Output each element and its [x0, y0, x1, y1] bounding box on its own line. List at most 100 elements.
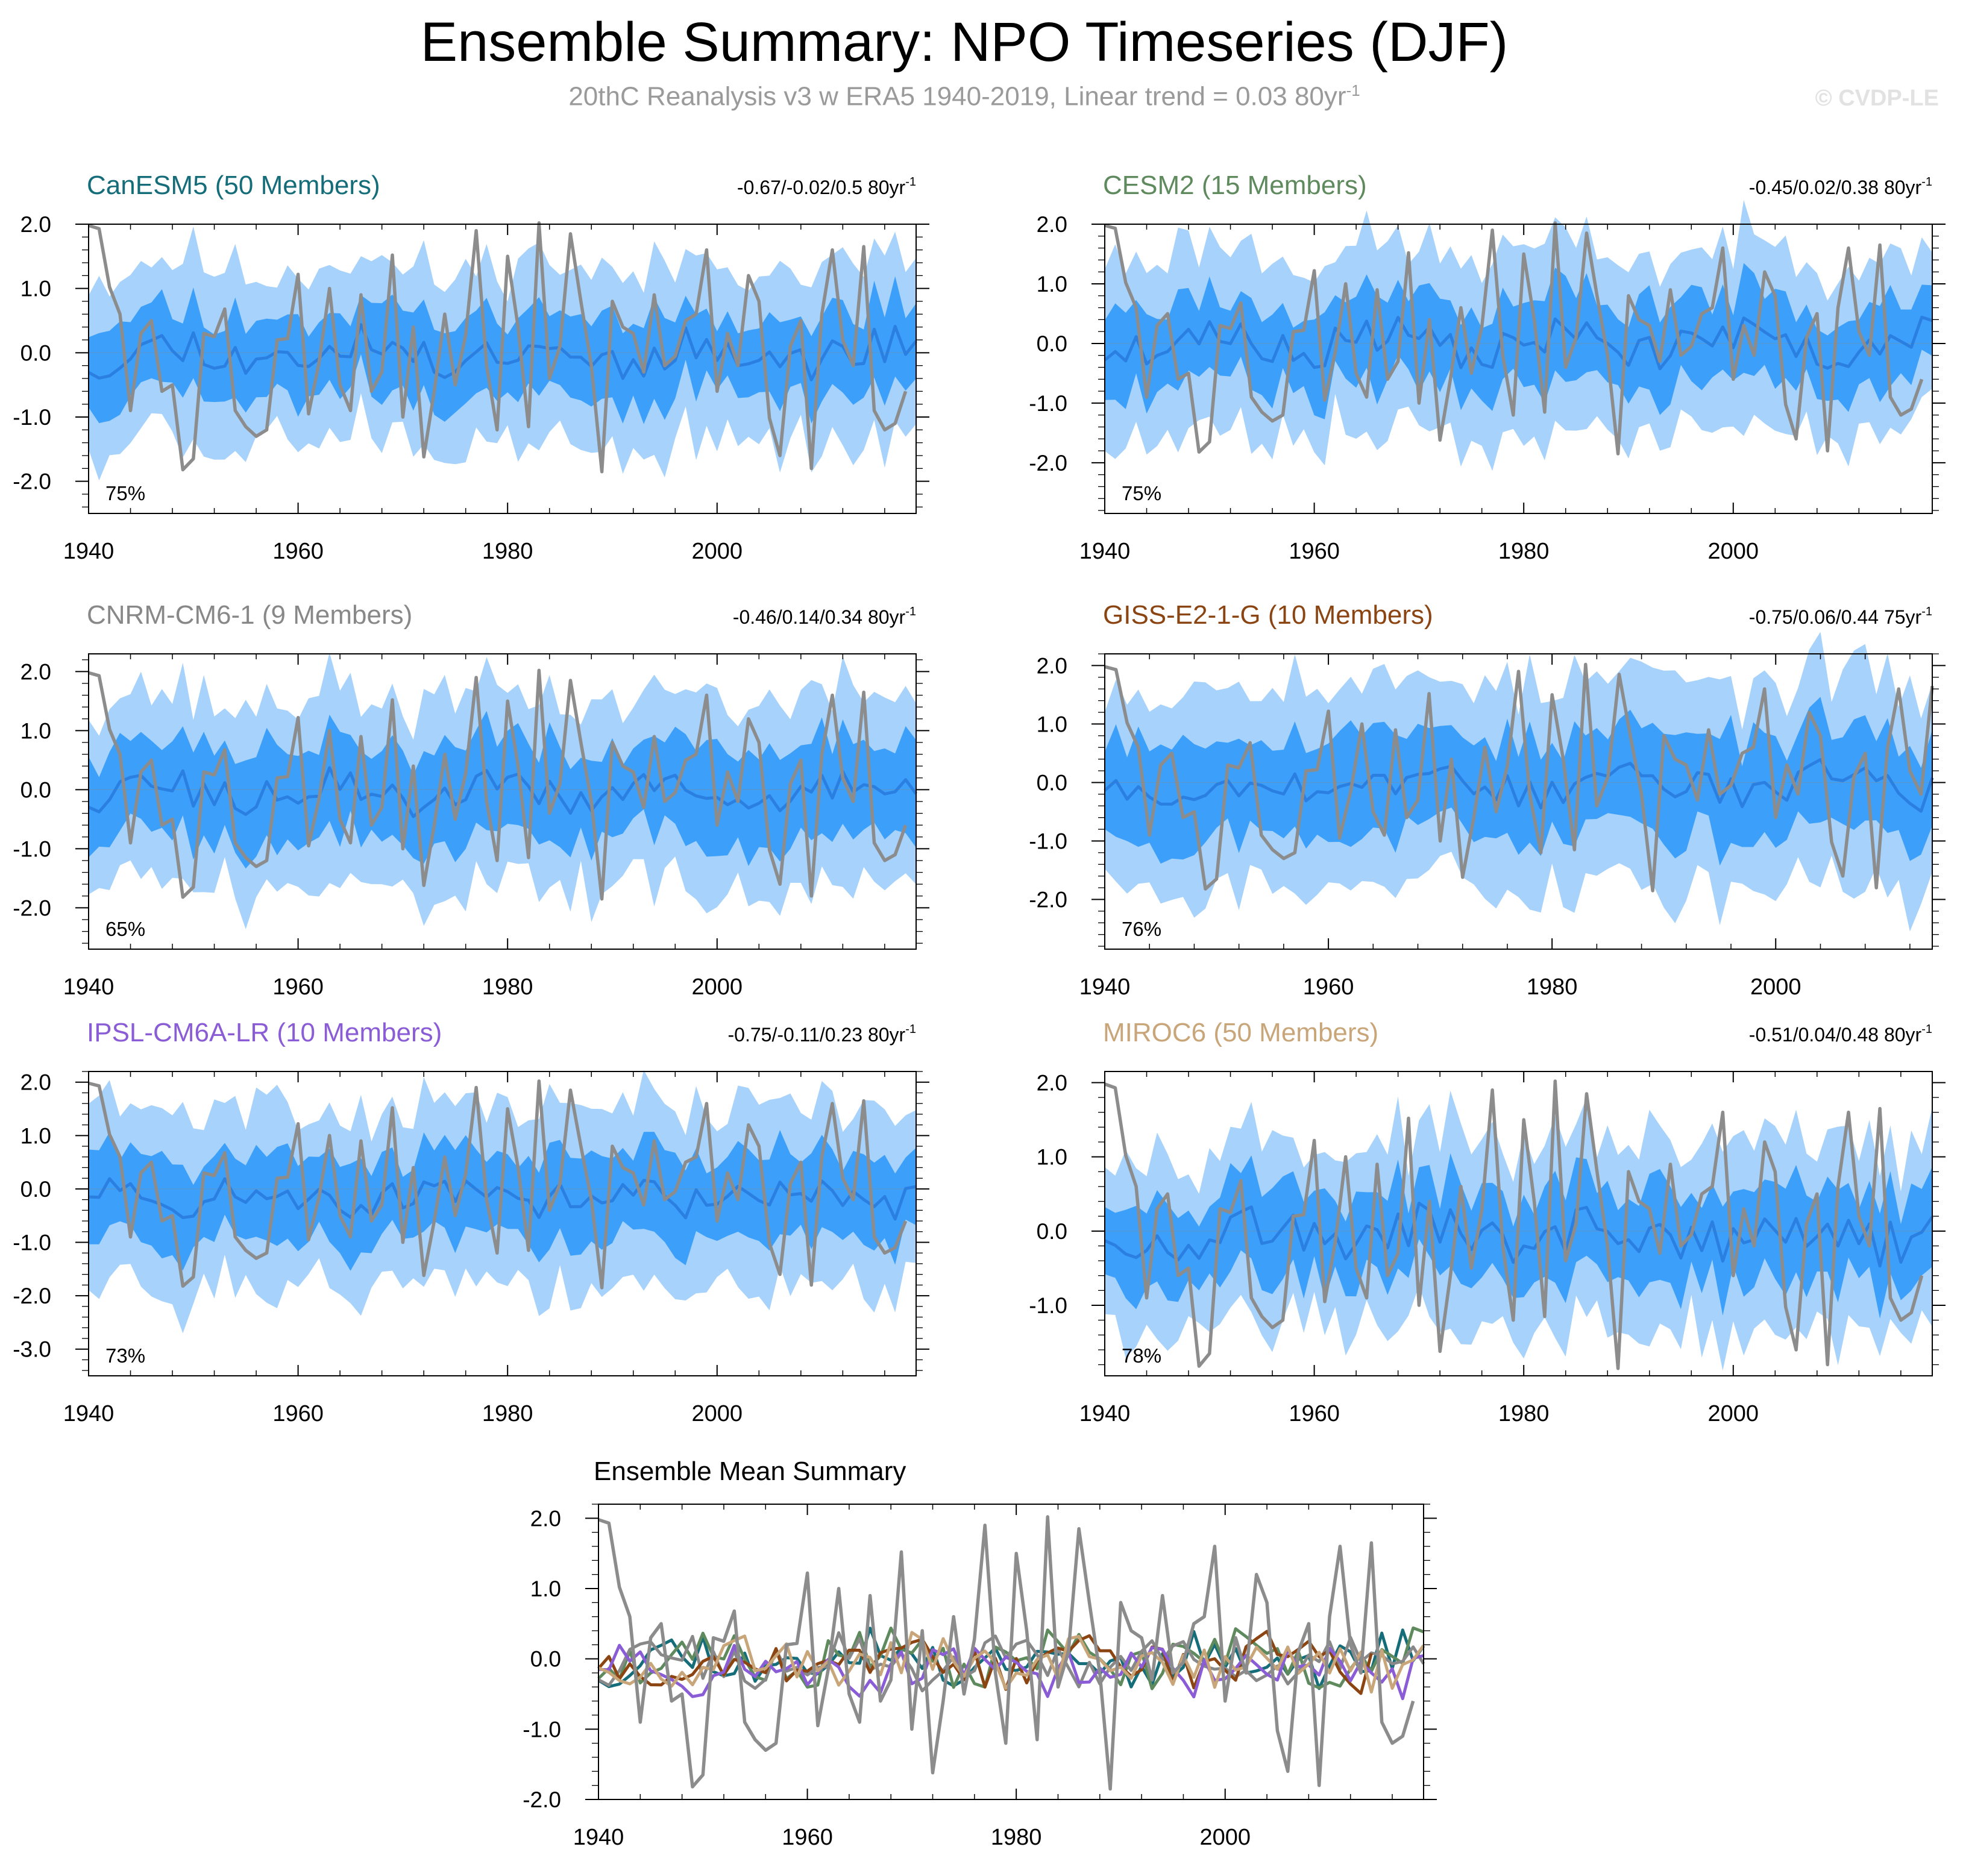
panel-cesm2-xtick-label-1940: 1940: [1079, 539, 1131, 564]
panel-ipsl-xtick-label-1940: 1940: [63, 1401, 115, 1426]
panel-ipsl-observed-line: [88, 1079, 908, 1290]
panel-giss-band-inner: [1105, 697, 1932, 866]
panel-ipsl-xtick-label-1980: 1980: [482, 1401, 533, 1426]
summary-ytick-label-1: 1.0: [530, 1576, 561, 1601]
panel-cesm2-frame: [1104, 224, 1933, 514]
panel-cesm2-observed-line: [1104, 221, 1924, 456]
panel-canesm5-frame: [88, 224, 917, 514]
panel-giss-xtick-label-1960: 1960: [1303, 974, 1354, 1000]
panel-cnrm-percent-label: 65%: [105, 918, 145, 940]
summary-title: Ensemble Mean Summary: [594, 1457, 906, 1486]
panel-ipsl-xtick-label-1960: 1960: [272, 1401, 324, 1426]
panel-cnrm-xtick-label-1980: 1980: [482, 974, 533, 1000]
panel-miroc6-xtick-label-1960: 1960: [1289, 1401, 1340, 1426]
panel-miroc6-frame: [1104, 1071, 1933, 1376]
panel-canesm5-xtick-label-1960: 1960: [272, 539, 324, 564]
panel-miroc6: 1940 1960 1980 2000 2.0 1.0 0.0 -1.0 MIROC6 (50 …: [1029, 1018, 1946, 1426]
panel-giss-ytick-label-0: 2.0: [1037, 653, 1067, 678]
panel-miroc6-title: MIROC6 (50 Members): [1103, 1018, 1378, 1047]
panel-ipsl-trend-exponent: -1: [905, 1023, 916, 1036]
summary-xtick-label-1980: 1980: [991, 1825, 1042, 1850]
panel-miroc6-trend-exponent: -1: [1921, 1023, 1932, 1036]
panel-miroc6-trend-label: -0.51/0.04/0.48 80yr-1: [1749, 1023, 1932, 1046]
panel-cesm2-xtick-label-1980: 1980: [1498, 539, 1550, 564]
panel-giss-title: GISS-E2-1-G (10 Members): [1103, 600, 1433, 630]
panel-canesm5-percent-label: 75%: [105, 482, 145, 504]
panel-cesm2-trend-label: -0.45/0.02/0.38 80yr-1: [1749, 175, 1932, 198]
panel-canesm5-ytick-label-2: 0.0: [20, 340, 51, 365]
panel-canesm5-xtick-label-1980: 1980: [482, 539, 533, 564]
panel-giss-ytick-label-2: 0.0: [1037, 770, 1067, 795]
panel-cesm2-ytick-label-0: 2.0: [1037, 212, 1067, 237]
panel-cnrm-ytick-label-2: 0.0: [20, 777, 51, 802]
panel-miroc6-xtick-label-1980: 1980: [1498, 1401, 1550, 1426]
panel-cesm2-ytick-label-1: 1.0: [1037, 272, 1067, 296]
panel-ipsl-percent-label: 73%: [105, 1344, 145, 1367]
panel-miroc6-ytick-label-3: -1.0: [1029, 1293, 1067, 1318]
panel-canesm5: 1940 1960 1980 2000 2.0 1.0 0.0 -1.0 -2.0 CanESM5…: [13, 171, 929, 564]
panel-ipsl-title: IPSL-CM6A-LR (10 Members): [87, 1018, 442, 1047]
panel-cesm2-trend-text: -0.45/0.02/0.38 80yr: [1749, 177, 1922, 198]
panel-giss-xtick-label-1940: 1940: [1079, 974, 1131, 1000]
panel-ipsl-ytick-label-4: -2.0: [13, 1284, 51, 1308]
panel-cnrm-title: CNRM-CM6-1 (9 Members): [87, 600, 412, 630]
panel-giss-frame: [1104, 653, 1933, 950]
panel-canesm5-trend-exponent: -1: [905, 175, 916, 189]
panel-ipsl-trend-label: -0.75/-0.11/0.23 80yr-1: [728, 1023, 917, 1046]
panel-ipsl: 1940 1960 1980 2000 2.0 1.0 0.0 -1.0 -2.0 -3.0 IPS…: [13, 1018, 929, 1426]
subtitle-text: 20thC Reanalysis v3 w ERA5 1940-2019, Li…: [568, 81, 1346, 111]
panel-canesm5-title: CanESM5 (50 Members): [87, 171, 380, 200]
panel-canesm5-xtick-label-1940: 1940: [63, 539, 115, 564]
panel-giss-trend-exponent: -1: [1921, 605, 1932, 618]
panel-canesm5-trend-text: -0.67/-0.02/0.5 80yr: [737, 177, 906, 198]
panel-cesm2-title: CESM2 (15 Members): [1103, 171, 1367, 200]
panel-giss-trend-text: -0.75/0.06/0.44 75yr: [1749, 606, 1922, 628]
page-title: Ensemble Summary: NPO Timeseries (DJF): [420, 11, 1509, 73]
panel-miroc6-ytick-label-1: 1.0: [1037, 1145, 1067, 1170]
summary-xtick-label-1960: 1960: [782, 1825, 833, 1850]
panel-canesm5-xtick-label-2000: 2000: [692, 539, 743, 564]
panel-ipsl-trend-text: -0.75/-0.11/0.23 80yr: [728, 1024, 906, 1046]
summary-ytick-label-4: -2.0: [523, 1787, 561, 1812]
subtitle-unit-exponent: -1: [1346, 81, 1360, 99]
panel-cnrm-ytick-label-4: -2.0: [13, 896, 51, 920]
panel-ipsl-xtick-label-2000: 2000: [692, 1401, 743, 1426]
panel-miroc6-xtick-label-2000: 2000: [1708, 1401, 1759, 1426]
panel-cnrm-ytick-label-3: -1.0: [13, 836, 51, 861]
panel-canesm5-ytick-label-1: 1.0: [20, 277, 51, 301]
panel-cesm2-xtick-label-1960: 1960: [1289, 539, 1340, 564]
panel-cesm2-ytick-label-3: -1.0: [1029, 391, 1067, 416]
panel-giss-ytick-label-4: -2.0: [1029, 888, 1067, 912]
panel-giss: 1940 1960 1980 2000 2.0 1.0 0.0 -1.0 -2.0 GISS-E2…: [1029, 600, 1946, 1000]
panel-giss-ytick-label-3: -1.0: [1029, 829, 1067, 853]
summary-xtick-label-1940: 1940: [573, 1825, 624, 1850]
panel-ipsl-frame: [88, 1071, 917, 1376]
panel-ipsl-ytick-label-1: 1.0: [20, 1123, 51, 1148]
panel-cnrm-ytick-label-0: 2.0: [20, 659, 51, 684]
panel-cnrm: 1940 1960 1980 2000 2.0 1.0 0.0 -1.0 -2.0 CNRM-CM…: [13, 600, 929, 1000]
panel-cnrm-trend-exponent: -1: [905, 605, 916, 618]
panel-miroc6-ytick-label-0: 2.0: [1037, 1070, 1067, 1095]
page-subtitle: 20thC Reanalysis v3 w ERA5 1940-2019, Li…: [0, 81, 1929, 112]
watermark: © CVDP-LE: [1815, 86, 1939, 111]
panel-cnrm-trend-label: -0.46/0.14/0.34 80yr-1: [733, 605, 916, 628]
summary-ytick-label-0: 2.0: [530, 1506, 561, 1531]
panel-miroc6-ytick-label-2: 0.0: [1037, 1219, 1067, 1244]
summary-observed-line: [598, 1515, 1415, 1791]
panel-canesm5-observed-line: [88, 221, 908, 474]
panel-ipsl-ytick-label-3: -1.0: [13, 1231, 51, 1255]
panel-giss-trend-label: -0.75/0.06/0.44 75yr-1: [1749, 605, 1932, 628]
panel-giss-xtick-label-2000: 2000: [1750, 974, 1801, 1000]
panel-giss-xtick-label-1980: 1980: [1527, 974, 1578, 1000]
panel-cesm2-ytick-label-4: -2.0: [1029, 451, 1067, 475]
panel-giss-observed-line: [1104, 662, 1934, 893]
panel-canesm5-ytick-label-0: 2.0: [20, 212, 51, 237]
panel-canesm5-trend-label: -0.67/-0.02/0.5 80yr-1: [737, 175, 916, 198]
panel-canesm5-ytick-label-3: -1.0: [13, 405, 51, 430]
summary-xtick-label-2000: 2000: [1199, 1825, 1251, 1850]
panel-cnrm-trend-text: -0.46/0.14/0.34 80yr: [733, 606, 906, 628]
panel-miroc6-xtick-label-1940: 1940: [1079, 1401, 1131, 1426]
panel-cnrm-observed-line: [88, 668, 908, 901]
panel-miroc6-trend-text: -0.51/0.04/0.48 80yr: [1749, 1024, 1922, 1046]
